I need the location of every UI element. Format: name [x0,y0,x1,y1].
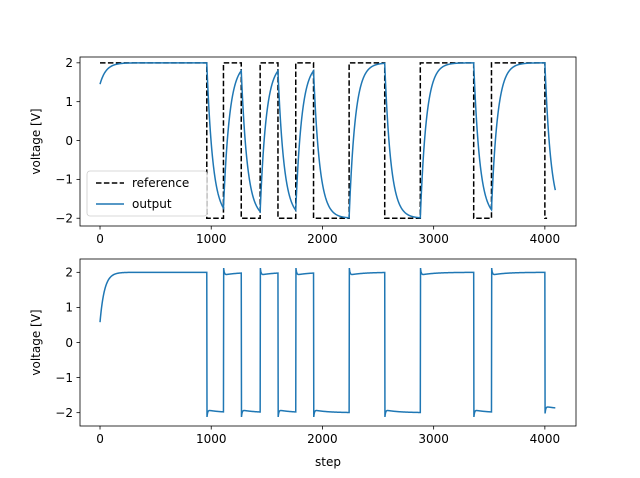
output-line [99,267,556,418]
x-tick-label: 1000 [196,432,227,446]
legend-reference-label: reference [132,176,189,190]
y-tick-label: 2 [65,266,73,280]
bottom-chart-ticks: 0 1000 2000 3000 4000 −2 −1 0 1 2 [55,266,560,446]
x-tick-label: 1000 [196,232,227,246]
bottom-chart-x-axis-label: step [315,455,341,469]
bottom-chart-y-axis-label: voltage [V] [29,309,43,375]
top-chart-series [99,62,557,219]
x-tick-label: 0 [96,232,104,246]
y-tick-label: 2 [65,56,73,70]
y-tick-label: 0 [65,134,73,148]
x-tick-label: 2000 [307,232,338,246]
x-tick-label: 2000 [307,432,338,446]
y-tick-label: −1 [55,173,73,187]
top-chart: 0 1000 2000 3000 4000 −2 −1 0 1 2 voltage [V] ref… [29,56,577,246]
bottom-chart-frame [79,258,577,427]
bottom-chart-series [99,267,556,418]
x-tick-label: 4000 [530,232,561,246]
y-tick-label: −2 [55,212,73,226]
legend-output-label: output [132,197,172,211]
top-chart-y-axis-label: voltage [V] [29,108,43,174]
bottom-chart: 0 1000 2000 3000 4000 −2 −1 0 1 2 voltage [V] ste… [29,258,577,469]
y-tick-label: 1 [65,301,73,315]
y-tick-label: 1 [65,95,73,109]
x-tick-label: 0 [96,432,104,446]
top-chart-ticks: 0 1000 2000 3000 4000 −2 −1 0 1 2 [55,56,560,246]
top-chart-legend: reference output [86,170,208,217]
y-tick-label: 0 [65,336,73,350]
x-tick-label: 4000 [530,432,561,446]
y-tick-label: −2 [55,406,73,420]
x-tick-label: 3000 [418,432,449,446]
output-line [99,62,557,219]
x-tick-label: 3000 [418,232,449,246]
reference-line [100,62,548,219]
top-chart-frame [79,56,577,227]
y-tick-label: −1 [55,371,73,385]
